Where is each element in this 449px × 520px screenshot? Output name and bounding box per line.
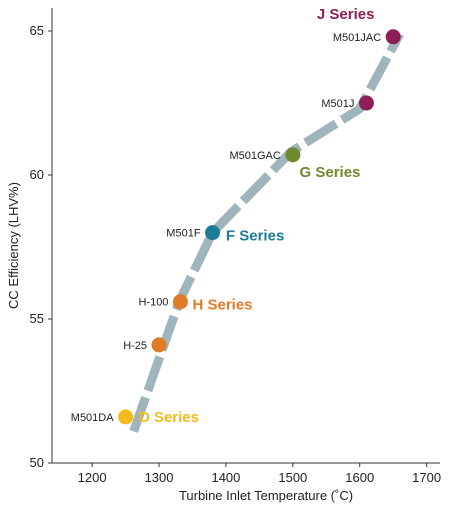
point-label: M501JAC (333, 32, 381, 44)
y-axis-title: CC Efficiency (LHV%) (6, 182, 21, 309)
series-label: G Series (300, 164, 361, 181)
data-point-m501f (205, 225, 221, 241)
y-tick-label: 65 (30, 23, 44, 38)
data-point-m501da (118, 409, 134, 425)
point-label: M501J (321, 98, 354, 110)
data-point-m501gac (285, 147, 301, 163)
axes-layer: 1200 1300 1400 1500 1600 1700 50 55 60 65 Turbine … (6, 8, 441, 503)
series-label: H Series (192, 297, 252, 314)
y-tick-label: 50 (30, 455, 44, 470)
data-point-h-100 (172, 294, 188, 310)
point-label: H-25 (123, 340, 147, 352)
y-tick-label: 55 (30, 311, 44, 326)
x-tick-label: 1600 (345, 470, 374, 485)
series-label: F Series (226, 228, 284, 245)
points-layer (118, 29, 401, 425)
x-axis-title: Turbine Inlet Temperature (˚C) (179, 488, 353, 503)
y-tick-label: 60 (30, 167, 44, 182)
x-tick-label: 1400 (211, 470, 240, 485)
point-label: M501DA (71, 412, 114, 424)
x-tick-label: 1500 (278, 470, 307, 485)
point-label: M501GAC (229, 150, 280, 162)
data-point-m501j (358, 95, 374, 111)
series-label: J Series (317, 6, 375, 23)
data-point-m501jac (385, 29, 401, 45)
x-tick-label: 1200 (78, 470, 107, 485)
data-point-h-25 (151, 337, 167, 353)
x-tick-label: 1700 (412, 470, 441, 485)
point-label: H-100 (138, 297, 168, 309)
point-label: M501F (166, 228, 201, 240)
labels-layer: M501DA H-25 H-100 M501F M501GAC M501J M501JAC D… (71, 6, 381, 426)
x-tick-label: 1300 (145, 470, 174, 485)
series-label: D Series (139, 409, 199, 426)
